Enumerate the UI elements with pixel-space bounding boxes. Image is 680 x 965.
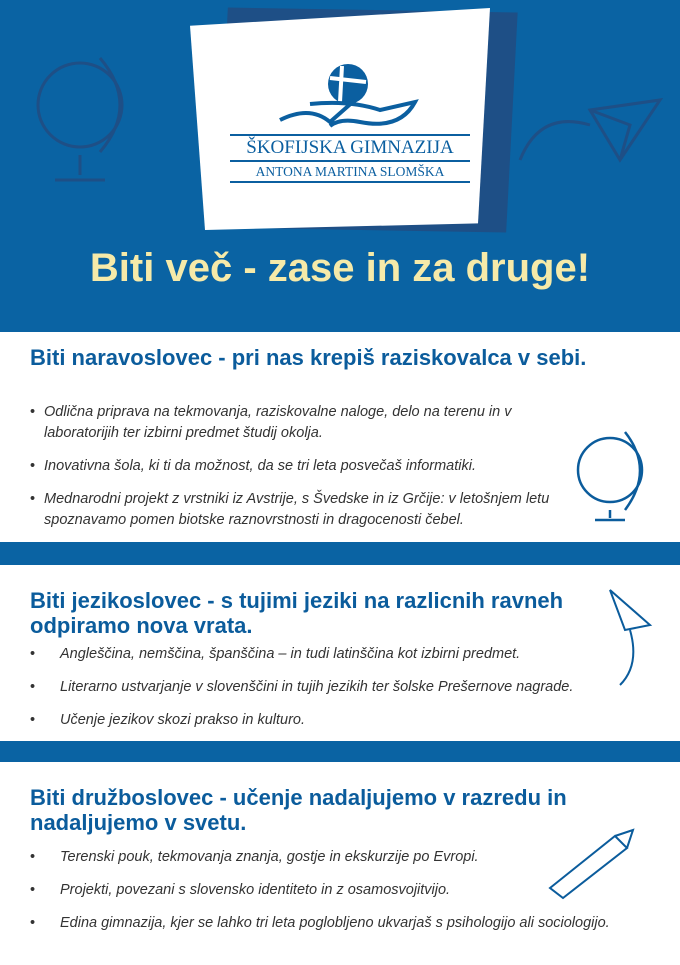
section-list: Angleščina, nemščina, španščina – in tud… [30, 644, 630, 743]
logo-rule [230, 160, 470, 162]
logo-rule [230, 134, 470, 136]
list-item: Inovativna šola, ki ti da možnost, da se… [30, 456, 570, 477]
list-item: Mednarodni projekt z vrstniki iz Avstrij… [30, 489, 570, 531]
paper-plane-icon [609, 589, 653, 686]
section-heading: Biti naravoslovec - pri nas krepiš razis… [30, 345, 587, 370]
list-item: Učenje jezikov skozi prakso in kulturo. [30, 710, 630, 731]
school-logo-icon [279, 64, 419, 128]
section-list: Terenski pouk, tekmovanja znanja, gostje… [30, 847, 670, 946]
logo-subname: ANTONA MARTINA SLOMŠKA [255, 164, 445, 179]
logo-name: ŠKOFIJSKA GIMNAZIJA [246, 137, 454, 158]
logo-rule [230, 181, 470, 183]
paper-plane-doodle-icon [518, 98, 664, 163]
globe-doodle-icon [36, 57, 124, 182]
list-item: Literarno ustvarjanje v slovenščini in t… [30, 677, 630, 698]
list-item: Angleščina, nemščina, španščina – in tud… [30, 644, 630, 665]
section-list: Odlična priprava na tekmovanja, raziskov… [30, 402, 570, 543]
pencil-icon [548, 828, 635, 900]
list-item: Projekti, povezani s slovensko identitet… [30, 880, 670, 901]
section-heading: Biti družboslovec - učenje nadaljujemo v… [30, 785, 567, 835]
page-title: Biti več - zase in za druge! [89, 246, 591, 290]
globe-icon [576, 431, 644, 522]
section-heading: Biti jezikoslovec - s tujimi jeziki na r… [30, 588, 564, 638]
list-item: Terenski pouk, tekmovanja znanja, gostje… [30, 847, 670, 868]
list-item: Edina gimnazija, kjer se lahko tri leta … [30, 913, 670, 934]
list-item: Odlična priprava na tekmovanja, raziskov… [30, 402, 570, 444]
logo-card [190, 8, 490, 230]
